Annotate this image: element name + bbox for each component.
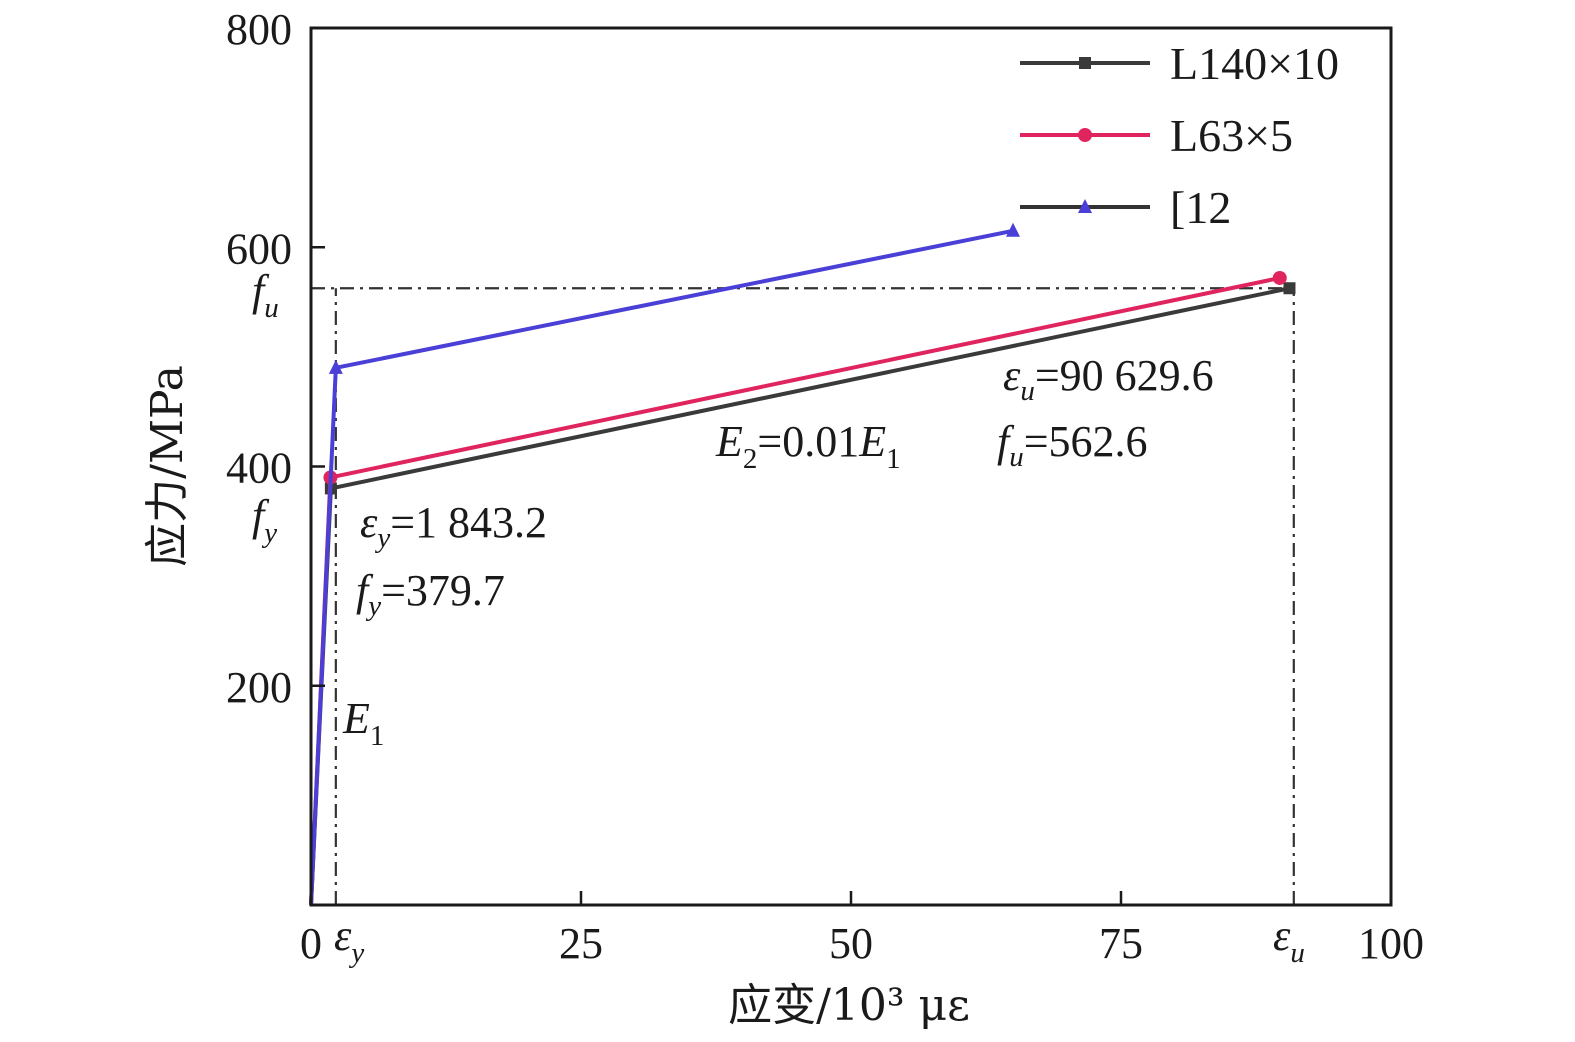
series-1-point-2 (1272, 270, 1287, 285)
legend-marker-1 (1078, 128, 1092, 142)
x-tick-label-0: 0 (300, 919, 322, 968)
x-tick-label-2: 50 (829, 919, 873, 968)
annotation-eps-y: εy=1 843.2 (360, 498, 547, 554)
annotation-f-y: fy=379.7 (356, 566, 505, 622)
legend-label-0: L140×10 (1170, 38, 1339, 89)
y-tick-label-0: 200 (226, 663, 292, 712)
axis-ticks: 0 25 50 75 100 200 400 600 800 (226, 5, 1424, 968)
legend-marker-0 (1079, 57, 1091, 69)
x-tick-label-1: 25 (559, 919, 603, 968)
legend: L140×10 L63×5 [12 (1020, 38, 1339, 233)
series-2-point-2 (1006, 222, 1020, 237)
x-tick-label-3: 75 (1099, 919, 1143, 968)
series-0-point-2 (1283, 282, 1296, 295)
data-series (309, 222, 1296, 906)
series-2-point-1 (328, 359, 343, 374)
ref-label-eps-u: εu (1273, 911, 1305, 969)
legend-label-1: L63×5 (1170, 110, 1293, 161)
legend-marker-2 (1078, 199, 1092, 213)
y-tick-label-1: 400 (226, 444, 292, 493)
x-tick-label-4: 100 (1358, 919, 1424, 968)
annotation-e1: E1 (342, 694, 384, 752)
annotation-e2: E2=0.01E1 (715, 417, 901, 475)
y-tick-label-2: 600 (226, 224, 292, 273)
x-axis-title: 应变/10³ με (728, 980, 970, 1031)
legend-label-2: [12 (1170, 182, 1231, 233)
annotation-eps-u: εu=90 629.6 (1003, 351, 1214, 407)
y-tick-label-3: 800 (226, 5, 292, 54)
ref-label-eps-y: εy (334, 911, 364, 969)
y-axis-title: 应力/MPa (142, 365, 193, 567)
